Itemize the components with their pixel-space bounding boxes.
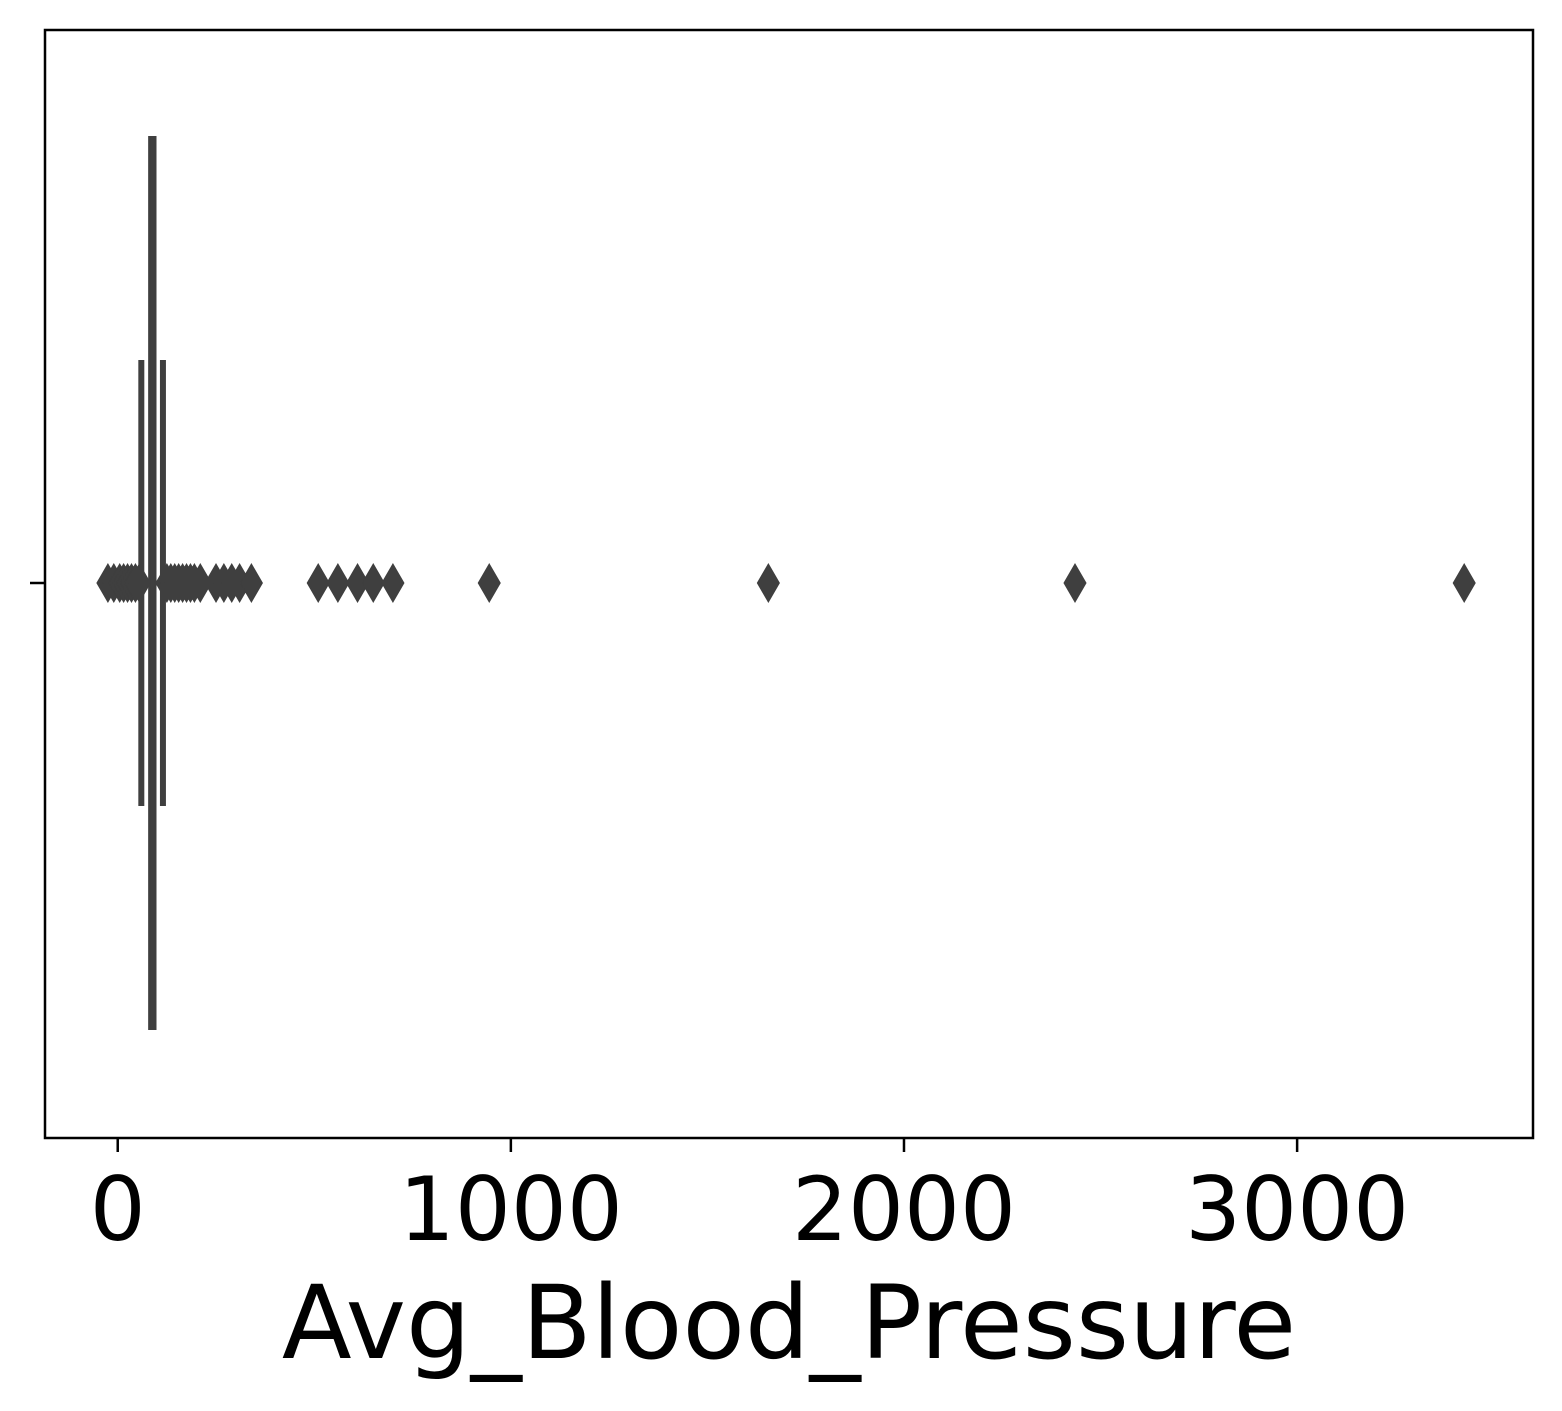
outlier-point [381, 563, 405, 603]
x-axis-label: Avg_Blood_Pressure [282, 1264, 1296, 1383]
x-axis-ticks: 0 1000 2000 3000 [90, 1138, 1409, 1261]
x-tick-label: 0 [90, 1158, 146, 1261]
x-tick-label: 1000 [399, 1158, 623, 1261]
outlier-point [326, 563, 350, 603]
outlier-point [477, 563, 501, 603]
outlier-series [96, 563, 1476, 603]
outlier-point [188, 563, 212, 603]
outlier-point [1452, 563, 1476, 603]
outlier-point [1063, 563, 1087, 603]
plot-frame [43, 28, 1535, 1140]
x-tick-label: 3000 [1185, 1158, 1409, 1261]
outlier-point [756, 563, 780, 603]
outlier-point [345, 563, 370, 603]
x-tick-label: 2000 [792, 1158, 1016, 1261]
outlier-point [306, 563, 330, 603]
outlier-point [239, 563, 263, 603]
outlier-point [361, 563, 385, 603]
outlier-point [127, 563, 151, 603]
